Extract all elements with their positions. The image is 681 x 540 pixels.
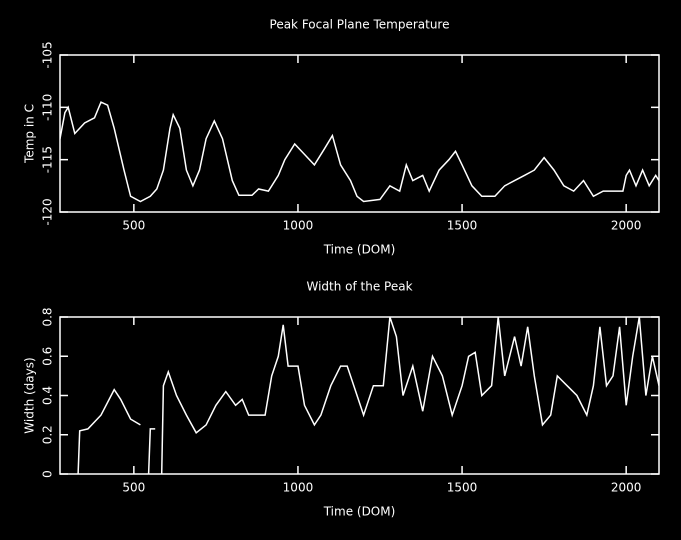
chart-title: Peak Focal Plane Temperature: [270, 18, 450, 32]
x-tick-label: 1500: [447, 219, 478, 233]
plot-frame: [59, 54, 660, 213]
y-tick-label: 0.8: [41, 307, 55, 326]
data-line: [77, 317, 659, 474]
y-tick-label: 0: [41, 470, 55, 478]
y-tick-label: 0.4: [41, 386, 55, 405]
y-tick-label: -115: [41, 146, 55, 173]
x-tick-label: 2000: [611, 219, 642, 233]
y-tick-label: 0.2: [41, 425, 55, 444]
y-tick-label: -105: [41, 41, 55, 68]
data-line: [60, 101, 659, 203]
x-tick-label: 1000: [283, 219, 314, 233]
y-tick-label: -110: [41, 94, 55, 121]
x-axis-label: Time (DOM): [323, 505, 396, 519]
x-tick-label: 500: [122, 481, 145, 495]
x-tick-label: 2000: [611, 481, 642, 495]
y-tick-label: 0.6: [41, 347, 55, 366]
x-axis-label: Time (DOM): [323, 243, 396, 257]
x-tick-label: 1000: [283, 481, 314, 495]
x-tick-label: 500: [122, 219, 145, 233]
y-tick-label: -120: [41, 198, 55, 225]
chart-title: Width of the Peak: [306, 280, 412, 294]
y-axis-label: Temp in C: [23, 104, 37, 164]
plot-frame: [59, 316, 660, 475]
y-axis-label: Width (days): [23, 357, 37, 433]
x-tick-label: 1500: [447, 481, 478, 495]
